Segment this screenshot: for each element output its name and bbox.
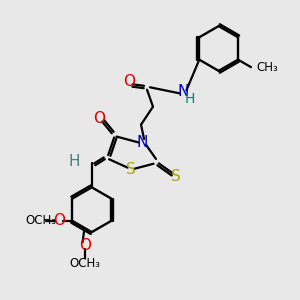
Text: H: H (68, 154, 80, 169)
Text: S: S (126, 162, 136, 177)
Text: N: N (177, 84, 188, 99)
Text: O: O (123, 74, 135, 89)
Text: OCH₃: OCH₃ (69, 257, 100, 270)
Text: O: O (53, 213, 65, 228)
Text: OCH₃: OCH₃ (25, 214, 56, 227)
Text: O: O (93, 111, 105, 126)
Text: CH₃: CH₃ (256, 61, 278, 74)
Text: N: N (137, 135, 148, 150)
Text: H: H (184, 92, 195, 106)
Text: S: S (170, 169, 180, 184)
Text: O: O (79, 238, 91, 253)
